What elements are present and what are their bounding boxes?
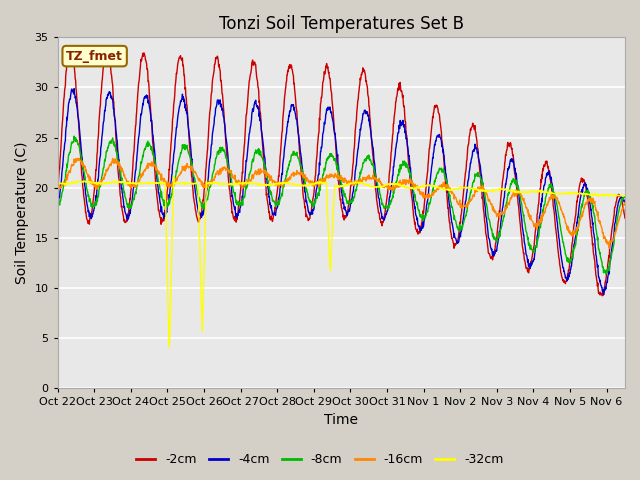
Title: Tonzi Soil Temperatures Set B: Tonzi Soil Temperatures Set B — [219, 15, 464, 33]
Legend: -2cm, -4cm, -8cm, -16cm, -32cm: -2cm, -4cm, -8cm, -16cm, -32cm — [131, 448, 509, 471]
Text: TZ_fmet: TZ_fmet — [66, 49, 123, 62]
X-axis label: Time: Time — [324, 413, 358, 427]
Y-axis label: Soil Temperature (C): Soil Temperature (C) — [15, 142, 29, 284]
